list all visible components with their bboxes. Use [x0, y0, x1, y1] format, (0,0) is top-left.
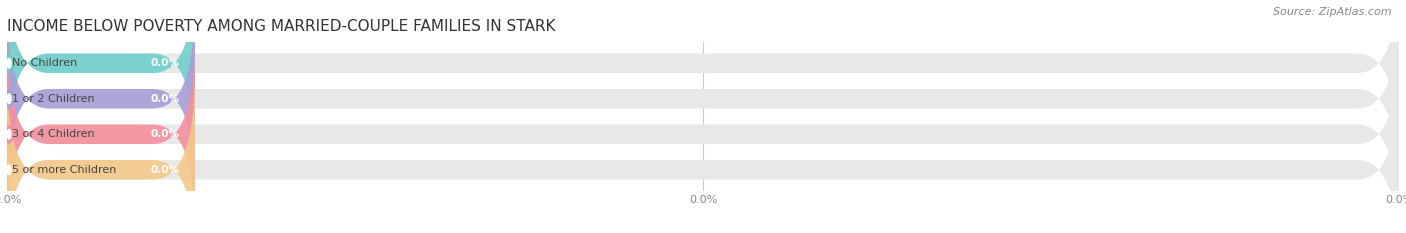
Circle shape	[6, 161, 13, 178]
FancyBboxPatch shape	[7, 2, 1399, 195]
Circle shape	[6, 55, 13, 72]
FancyBboxPatch shape	[7, 73, 195, 233]
FancyBboxPatch shape	[7, 0, 1399, 160]
FancyBboxPatch shape	[7, 38, 195, 231]
Text: 0.0%: 0.0%	[150, 165, 180, 175]
Text: 5 or more Children: 5 or more Children	[11, 165, 117, 175]
Text: INCOME BELOW POVERTY AMONG MARRIED-COUPLE FAMILIES IN STARK: INCOME BELOW POVERTY AMONG MARRIED-COUPL…	[7, 19, 555, 34]
Text: 0.0%: 0.0%	[150, 94, 180, 104]
Circle shape	[6, 125, 13, 143]
FancyBboxPatch shape	[7, 0, 195, 160]
Text: 3 or 4 Children: 3 or 4 Children	[11, 129, 94, 139]
FancyBboxPatch shape	[7, 2, 195, 195]
FancyBboxPatch shape	[7, 73, 1399, 233]
Circle shape	[7, 165, 11, 175]
Circle shape	[7, 94, 11, 104]
FancyBboxPatch shape	[7, 38, 1399, 231]
Text: 0.0%: 0.0%	[150, 129, 180, 139]
Text: 0.0%: 0.0%	[150, 58, 180, 68]
Circle shape	[7, 58, 11, 68]
Text: No Children: No Children	[11, 58, 77, 68]
Text: Source: ZipAtlas.com: Source: ZipAtlas.com	[1274, 7, 1392, 17]
Circle shape	[7, 129, 11, 139]
Circle shape	[6, 90, 13, 108]
Text: 1 or 2 Children: 1 or 2 Children	[11, 94, 94, 104]
